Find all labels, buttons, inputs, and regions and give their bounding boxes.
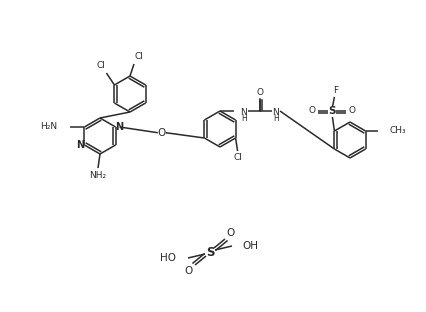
Text: F: F [332, 86, 337, 95]
Text: H: H [273, 115, 278, 124]
Text: O: O [348, 106, 355, 115]
Text: S: S [328, 106, 335, 116]
Text: CH₃: CH₃ [389, 126, 405, 135]
Text: N: N [76, 140, 84, 150]
Text: H₂N: H₂N [40, 123, 57, 131]
Text: Cl: Cl [134, 52, 143, 61]
Text: O: O [226, 228, 235, 238]
Text: Cl: Cl [97, 61, 106, 71]
Text: N: N [240, 109, 247, 118]
Text: O: O [308, 106, 315, 115]
Text: O: O [256, 89, 263, 97]
Text: H: H [241, 115, 246, 124]
Text: S: S [205, 246, 214, 259]
Text: Cl: Cl [233, 154, 242, 163]
Text: O: O [157, 128, 166, 138]
Text: HO: HO [160, 253, 176, 263]
Text: NH₂: NH₂ [89, 172, 106, 181]
Text: N: N [272, 109, 279, 118]
Text: O: O [184, 266, 193, 276]
Text: N: N [115, 122, 124, 132]
Text: OH: OH [242, 241, 257, 251]
